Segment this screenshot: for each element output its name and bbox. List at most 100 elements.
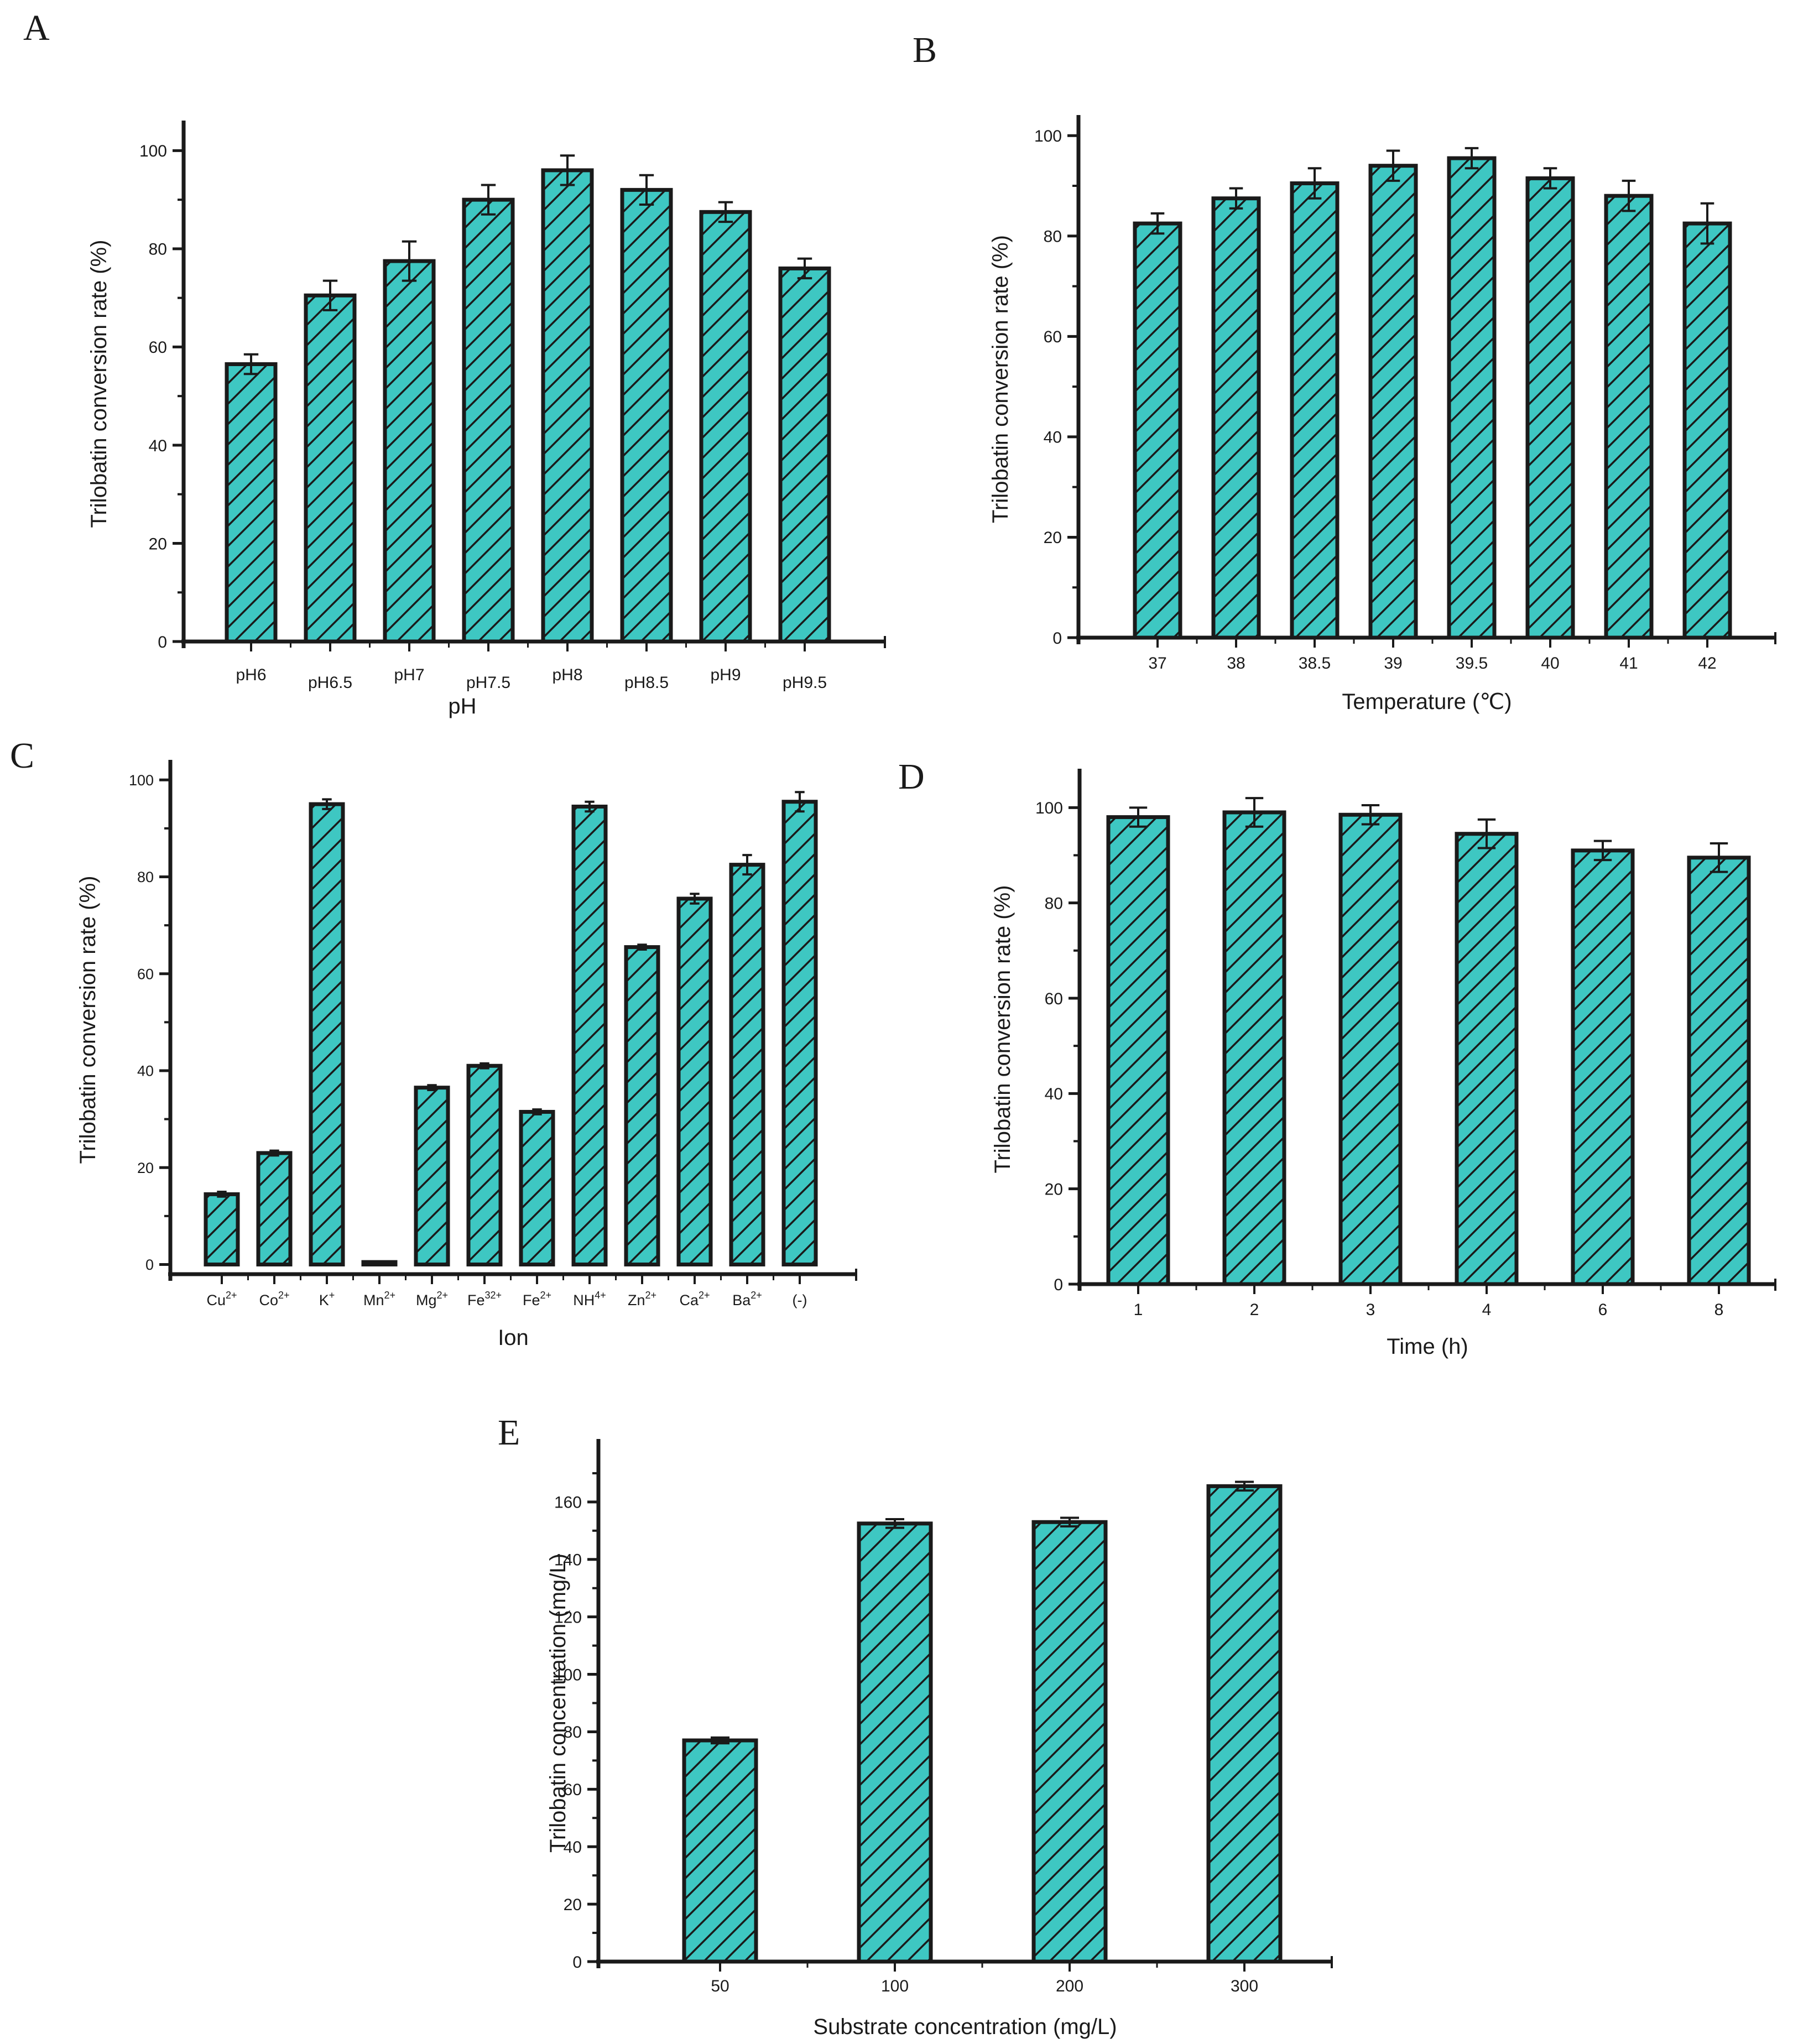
x-tick-label: 40 — [1541, 654, 1559, 672]
x-tick-label: 38 — [1227, 654, 1245, 672]
x-tick-label-sup: 2+ — [699, 1290, 710, 1301]
bar — [1211, 196, 1261, 640]
x-tick-label-base: Fe — [467, 1292, 485, 1308]
x-tick-label: K+ — [319, 1290, 335, 1308]
y-tick-label: 60 — [564, 1781, 582, 1799]
bar — [519, 1109, 555, 1266]
x-tick-label: pH6.5 — [308, 674, 352, 692]
x-tick-label: 4 — [1482, 1301, 1492, 1319]
x-tick-label: pH9.5 — [783, 674, 827, 692]
bar — [857, 1521, 933, 1964]
x-tick-label-base: Ba — [732, 1292, 751, 1308]
x-tick-label-base: Fe — [523, 1292, 540, 1308]
y-tick-label: 60 — [1045, 990, 1063, 1008]
x-tick-label-sup: + — [329, 1290, 335, 1301]
x-tick-label: 6 — [1598, 1301, 1608, 1319]
bar — [1338, 812, 1403, 1286]
y-axis-title: Trilobatin concentration (mg/L) — [546, 1553, 570, 1853]
y-tick-label: 40 — [564, 1838, 582, 1857]
y-tick-label: 60 — [149, 338, 167, 357]
x-tick-label: NH4+ — [573, 1290, 606, 1308]
x-tick-label: Cu2+ — [206, 1290, 237, 1308]
bar — [256, 1151, 293, 1266]
y-tick-label: 60 — [1044, 328, 1062, 346]
y-tick-label: 140 — [554, 1551, 582, 1569]
x-tick-label: Zn2+ — [628, 1290, 656, 1308]
y-tick-label: 0 — [572, 1953, 582, 1972]
x-tick-label-sup: 32+ — [484, 1290, 502, 1301]
x-tick-label: 200 — [1056, 1977, 1083, 1995]
bar — [414, 1086, 450, 1266]
bar — [1682, 221, 1732, 640]
x-tick-label: Ca2+ — [679, 1290, 710, 1308]
x-tick-label-base: Ca — [679, 1292, 699, 1308]
y-tick-label: 0 — [1052, 629, 1062, 648]
x-tick-label: Fe32+ — [467, 1290, 502, 1308]
x-tick-label-base: Cu — [206, 1292, 226, 1308]
panel-letter-c: C — [10, 736, 34, 776]
x-tick-label: 2 — [1250, 1301, 1259, 1319]
y-tick-label: 100 — [129, 772, 154, 789]
x-tick-label: 3 — [1366, 1301, 1375, 1319]
y-tick-label: 100 — [554, 1666, 582, 1684]
bar — [1571, 848, 1635, 1286]
bar — [620, 187, 673, 644]
panel-letter-d: D — [898, 757, 925, 797]
chart-panel-a: 0 20 40 60 80 100 pH6 pH6.5 pH7 pH7.5 pH8 pH8.5 pH9 p… — [87, 121, 886, 718]
x-tick-label-sup: 2+ — [436, 1290, 448, 1301]
y-tick-label: 0 — [158, 633, 167, 651]
x-tick-label: pH7.5 — [466, 674, 510, 692]
bar — [781, 800, 818, 1266]
x-tick-label-sup: 4+ — [595, 1290, 606, 1301]
x-tick-label: Ba2+ — [732, 1290, 762, 1308]
bar — [466, 1063, 503, 1266]
bar — [1031, 1520, 1108, 1964]
y-tick-label: 120 — [554, 1608, 582, 1626]
x-tick-label: Co2+ — [259, 1290, 289, 1308]
y-tick-label: 80 — [149, 241, 167, 259]
y-tick-label: 100 — [139, 142, 167, 160]
y-tick-label: 0 — [1054, 1276, 1063, 1294]
x-tick-label: pH8 — [552, 666, 582, 684]
y-axis-title: Trilobatin conversion rate (%) — [87, 240, 111, 528]
x-axis-title: Ion — [498, 1326, 529, 1350]
bar — [309, 802, 345, 1266]
y-tick-label: 100 — [1035, 799, 1063, 817]
bar — [383, 259, 436, 644]
x-tick-label: Mg2+ — [416, 1290, 448, 1308]
x-tick-label: 8 — [1714, 1301, 1724, 1319]
panel-letter-e: E — [498, 1412, 520, 1453]
y-tick-label: 20 — [149, 535, 167, 553]
x-tick-label-base: Zn — [628, 1292, 645, 1308]
x-tick-label: 100 — [881, 1977, 909, 1995]
chart-panel-d: 0 20 40 60 80 100 1 2 3 4 6 8 Time (h) Trilobatin con… — [991, 769, 1776, 1359]
bar — [1106, 815, 1170, 1286]
x-axis-title: Temperature (℃) — [1342, 690, 1512, 714]
x-tick-label: 41 — [1619, 654, 1638, 672]
y-axis-title: Trilobatin conversion rate (%) — [76, 876, 100, 1164]
x-tick-label: pH6 — [236, 666, 266, 684]
y-tick-label: 20 — [1045, 1180, 1063, 1198]
bar — [1604, 194, 1654, 640]
bar — [1687, 856, 1751, 1286]
x-tick-label-base: Mn — [363, 1292, 384, 1308]
x-axis-title: Substrate concentration (mg/L) — [813, 2015, 1117, 2039]
y-tick-label: 80 — [1044, 228, 1062, 246]
y-tick-label: 40 — [1045, 1085, 1063, 1103]
bar — [1290, 181, 1340, 640]
x-tick-label: pH9 — [710, 666, 741, 684]
y-axis-title: Trilobatin conversion rate (%) — [988, 235, 1013, 523]
bar — [571, 804, 608, 1266]
bar — [729, 863, 765, 1266]
x-tick-label-sup: 2+ — [751, 1290, 762, 1301]
panel-letter-b: B — [913, 30, 937, 70]
chart-panel-b: 0 20 40 60 80 100 37 38 38.5 39 39.5 40 41 42 Temperat… — [988, 115, 1776, 714]
bar — [225, 362, 278, 644]
y-tick-label: 80 — [137, 869, 154, 885]
x-tick-label-base: Mg — [416, 1292, 437, 1308]
bar — [1206, 1484, 1283, 1964]
x-tick-label: Fe2+ — [523, 1290, 551, 1308]
x-tick-label: 50 — [711, 1977, 729, 1995]
x-tick-label-base: K — [319, 1292, 329, 1308]
